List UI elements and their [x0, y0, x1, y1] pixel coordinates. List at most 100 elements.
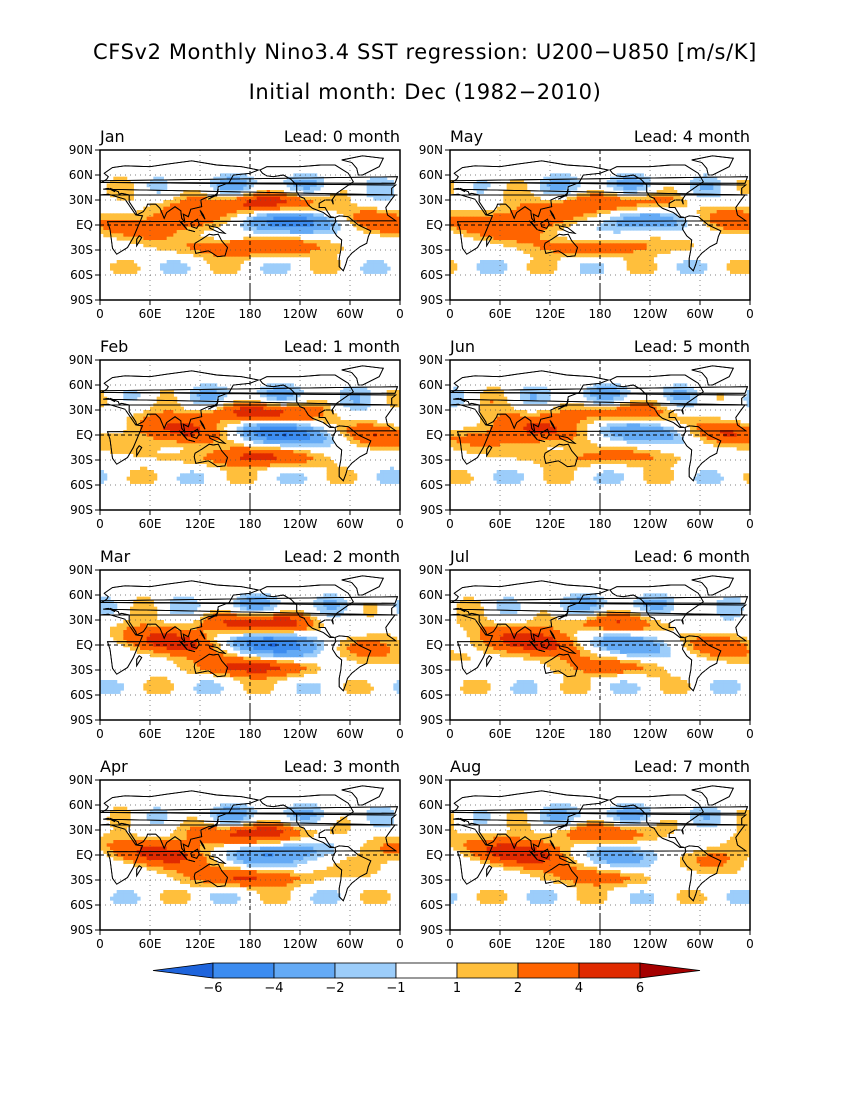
field-cell [363, 263, 368, 268]
field-cell [316, 666, 321, 671]
field-cell [310, 230, 314, 234]
field-cell [213, 430, 218, 434]
field-cell [296, 246, 301, 251]
field-cell [113, 233, 118, 238]
field-cell [360, 436, 364, 441]
field-cell [376, 650, 381, 654]
field-cell [313, 196, 318, 201]
field-cell [296, 253, 301, 258]
field-cell [206, 440, 211, 444]
field-cell [290, 243, 294, 248]
field-cell [280, 443, 284, 448]
field-cell [283, 393, 288, 398]
field-cell [126, 226, 131, 231]
field-cell [246, 240, 251, 244]
field-cell [246, 813, 251, 818]
field-cell [263, 213, 268, 218]
field-cell [233, 246, 238, 251]
field-cell [150, 213, 154, 218]
field-cell [290, 463, 294, 468]
field-cell [210, 426, 214, 431]
field-cell [390, 480, 394, 484]
field-cell [176, 660, 181, 664]
field-cell [310, 460, 314, 464]
field-cell [240, 443, 244, 448]
field-cell [310, 250, 314, 254]
field-cell [243, 606, 248, 611]
field-cell [240, 200, 244, 204]
field-cell [176, 436, 181, 441]
field-cell [180, 633, 184, 638]
continent-outline [100, 193, 398, 255]
field-cell [226, 443, 231, 448]
field-cell [146, 813, 151, 818]
field-cell [200, 450, 204, 454]
field-cell [336, 266, 341, 271]
field-cell [163, 263, 168, 268]
field-cell [393, 210, 398, 214]
field-cell [346, 680, 351, 684]
field-cell [226, 813, 231, 818]
field-cell [210, 650, 214, 654]
field-cell [256, 196, 261, 201]
field-cell [366, 206, 371, 211]
field-cell [266, 653, 271, 658]
field-cell [113, 446, 118, 451]
field-cell [366, 213, 371, 218]
field-cell [256, 250, 261, 254]
grid [100, 150, 400, 300]
field-cell [196, 480, 201, 484]
field-cell [390, 423, 394, 428]
field-cell [250, 413, 254, 418]
field-cell [296, 810, 301, 814]
field-cell [136, 426, 141, 431]
field-cell [170, 263, 174, 268]
field-cell [270, 666, 274, 671]
field-cell [303, 250, 308, 254]
field-cell [296, 173, 301, 178]
field-cell [333, 470, 338, 474]
field-cell [260, 203, 264, 208]
field-cell [326, 473, 331, 478]
field-cell [306, 430, 311, 434]
field-cell [306, 433, 311, 438]
field-cell [210, 226, 214, 231]
field-cell [180, 236, 184, 241]
field-cell [313, 176, 318, 181]
field-cell [203, 393, 208, 398]
field-cell [256, 683, 261, 688]
field-cell [120, 266, 124, 271]
field-cell [260, 646, 264, 651]
field-cell [173, 216, 178, 221]
field-cell [226, 666, 231, 671]
field-cell [163, 686, 168, 691]
field-cell [150, 453, 154, 458]
field-cell [233, 266, 238, 271]
field-cell [320, 413, 324, 418]
field-cell [243, 200, 248, 204]
field-cell [336, 470, 341, 474]
field-cell [283, 630, 288, 634]
field-cell [323, 456, 328, 461]
field-cell [263, 660, 268, 664]
field-cell [320, 180, 324, 184]
field-cell [230, 263, 234, 268]
field-cell [233, 240, 238, 244]
field-cell [300, 440, 304, 444]
field-cell [106, 216, 111, 221]
continent-outline [136, 655, 143, 668]
field-cell [283, 266, 288, 271]
field-cell [250, 626, 254, 631]
field-cell [210, 453, 214, 458]
field-cell [230, 476, 234, 481]
field-cell [300, 390, 304, 394]
field-cell [316, 183, 321, 188]
field-cell [123, 190, 128, 194]
field-cell [336, 426, 341, 431]
field-cell [193, 223, 198, 228]
field-cell [173, 436, 178, 441]
field-cell [303, 813, 308, 818]
field-cell [223, 430, 228, 434]
field-cell [256, 656, 261, 661]
field-cell [343, 646, 348, 651]
